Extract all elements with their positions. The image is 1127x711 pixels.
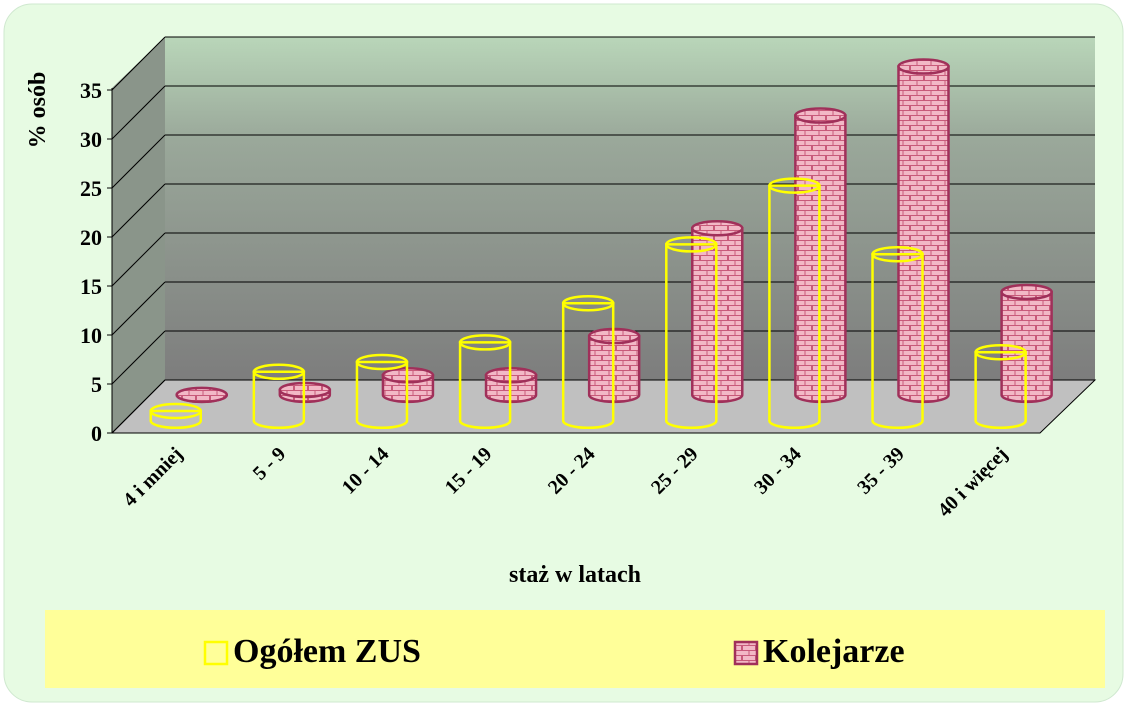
cylinder <box>974 343 1027 429</box>
y-tick-label: 0 <box>91 421 102 446</box>
cylinder <box>355 353 409 430</box>
cylinder-side <box>897 65 950 404</box>
cylinder-side <box>149 409 202 430</box>
cylinder-top <box>794 107 847 124</box>
side-wall <box>112 37 165 433</box>
cylinder <box>458 334 512 430</box>
cylinder-top <box>897 58 950 75</box>
y-tick-label: 30 <box>80 127 102 152</box>
y-tick-label: 35 <box>80 78 102 103</box>
cylinder-side <box>561 301 615 430</box>
cylinder <box>1000 283 1053 404</box>
grid-line <box>111 379 166 434</box>
grid-line <box>111 330 166 385</box>
grid-line <box>111 36 166 91</box>
cylinder-top <box>458 334 512 351</box>
y-tick-label: 5 <box>91 372 102 397</box>
grid-line <box>111 134 166 189</box>
legend-box <box>45 610 1105 688</box>
cylinder-side <box>252 370 306 430</box>
y-axis-title: % osób <box>25 72 51 149</box>
back-wall <box>165 37 1095 380</box>
legend-swatch <box>203 640 229 666</box>
cylinder <box>149 402 202 430</box>
cylinder-side <box>665 243 718 430</box>
cylinder-side <box>871 252 924 430</box>
legend-label: Ogółem ZUS <box>233 633 421 670</box>
cylinder-top <box>149 402 202 420</box>
legend-swatch <box>733 640 759 666</box>
cylinder-top <box>252 363 306 381</box>
cylinder-top <box>1000 283 1053 301</box>
cylinder-top <box>691 219 744 237</box>
y-tick-label: 15 <box>80 274 102 299</box>
y-tick-label: 20 <box>80 225 102 250</box>
cylinder-top <box>768 177 821 194</box>
y-tick-label: 25 <box>80 176 102 201</box>
grid-line <box>111 232 166 287</box>
cylinder-side <box>458 341 512 430</box>
cylinder-top <box>871 245 924 263</box>
cylinder <box>561 294 615 430</box>
cylinder <box>768 177 821 430</box>
cylinder-top <box>561 294 615 312</box>
y-tick-label: 10 <box>80 323 102 348</box>
cylinder-side <box>355 360 409 430</box>
cylinder-top <box>974 343 1027 361</box>
cylinder <box>252 363 306 430</box>
cylinder <box>871 245 924 430</box>
cylinder-side <box>974 350 1027 429</box>
cylinder-top <box>355 353 409 371</box>
cylinder-top <box>175 386 228 404</box>
grid-line <box>111 183 166 238</box>
legend-label: Kolejarze <box>763 633 905 670</box>
grid-line <box>111 281 166 336</box>
cylinder <box>665 236 718 430</box>
grid-line <box>111 85 166 140</box>
cylinder-side <box>1000 290 1053 404</box>
cylinder <box>175 386 228 404</box>
x-axis-title: staż w latach <box>509 562 641 588</box>
cylinder-side <box>768 184 821 430</box>
cylinder <box>897 58 950 404</box>
cylinder-top <box>665 236 718 253</box>
